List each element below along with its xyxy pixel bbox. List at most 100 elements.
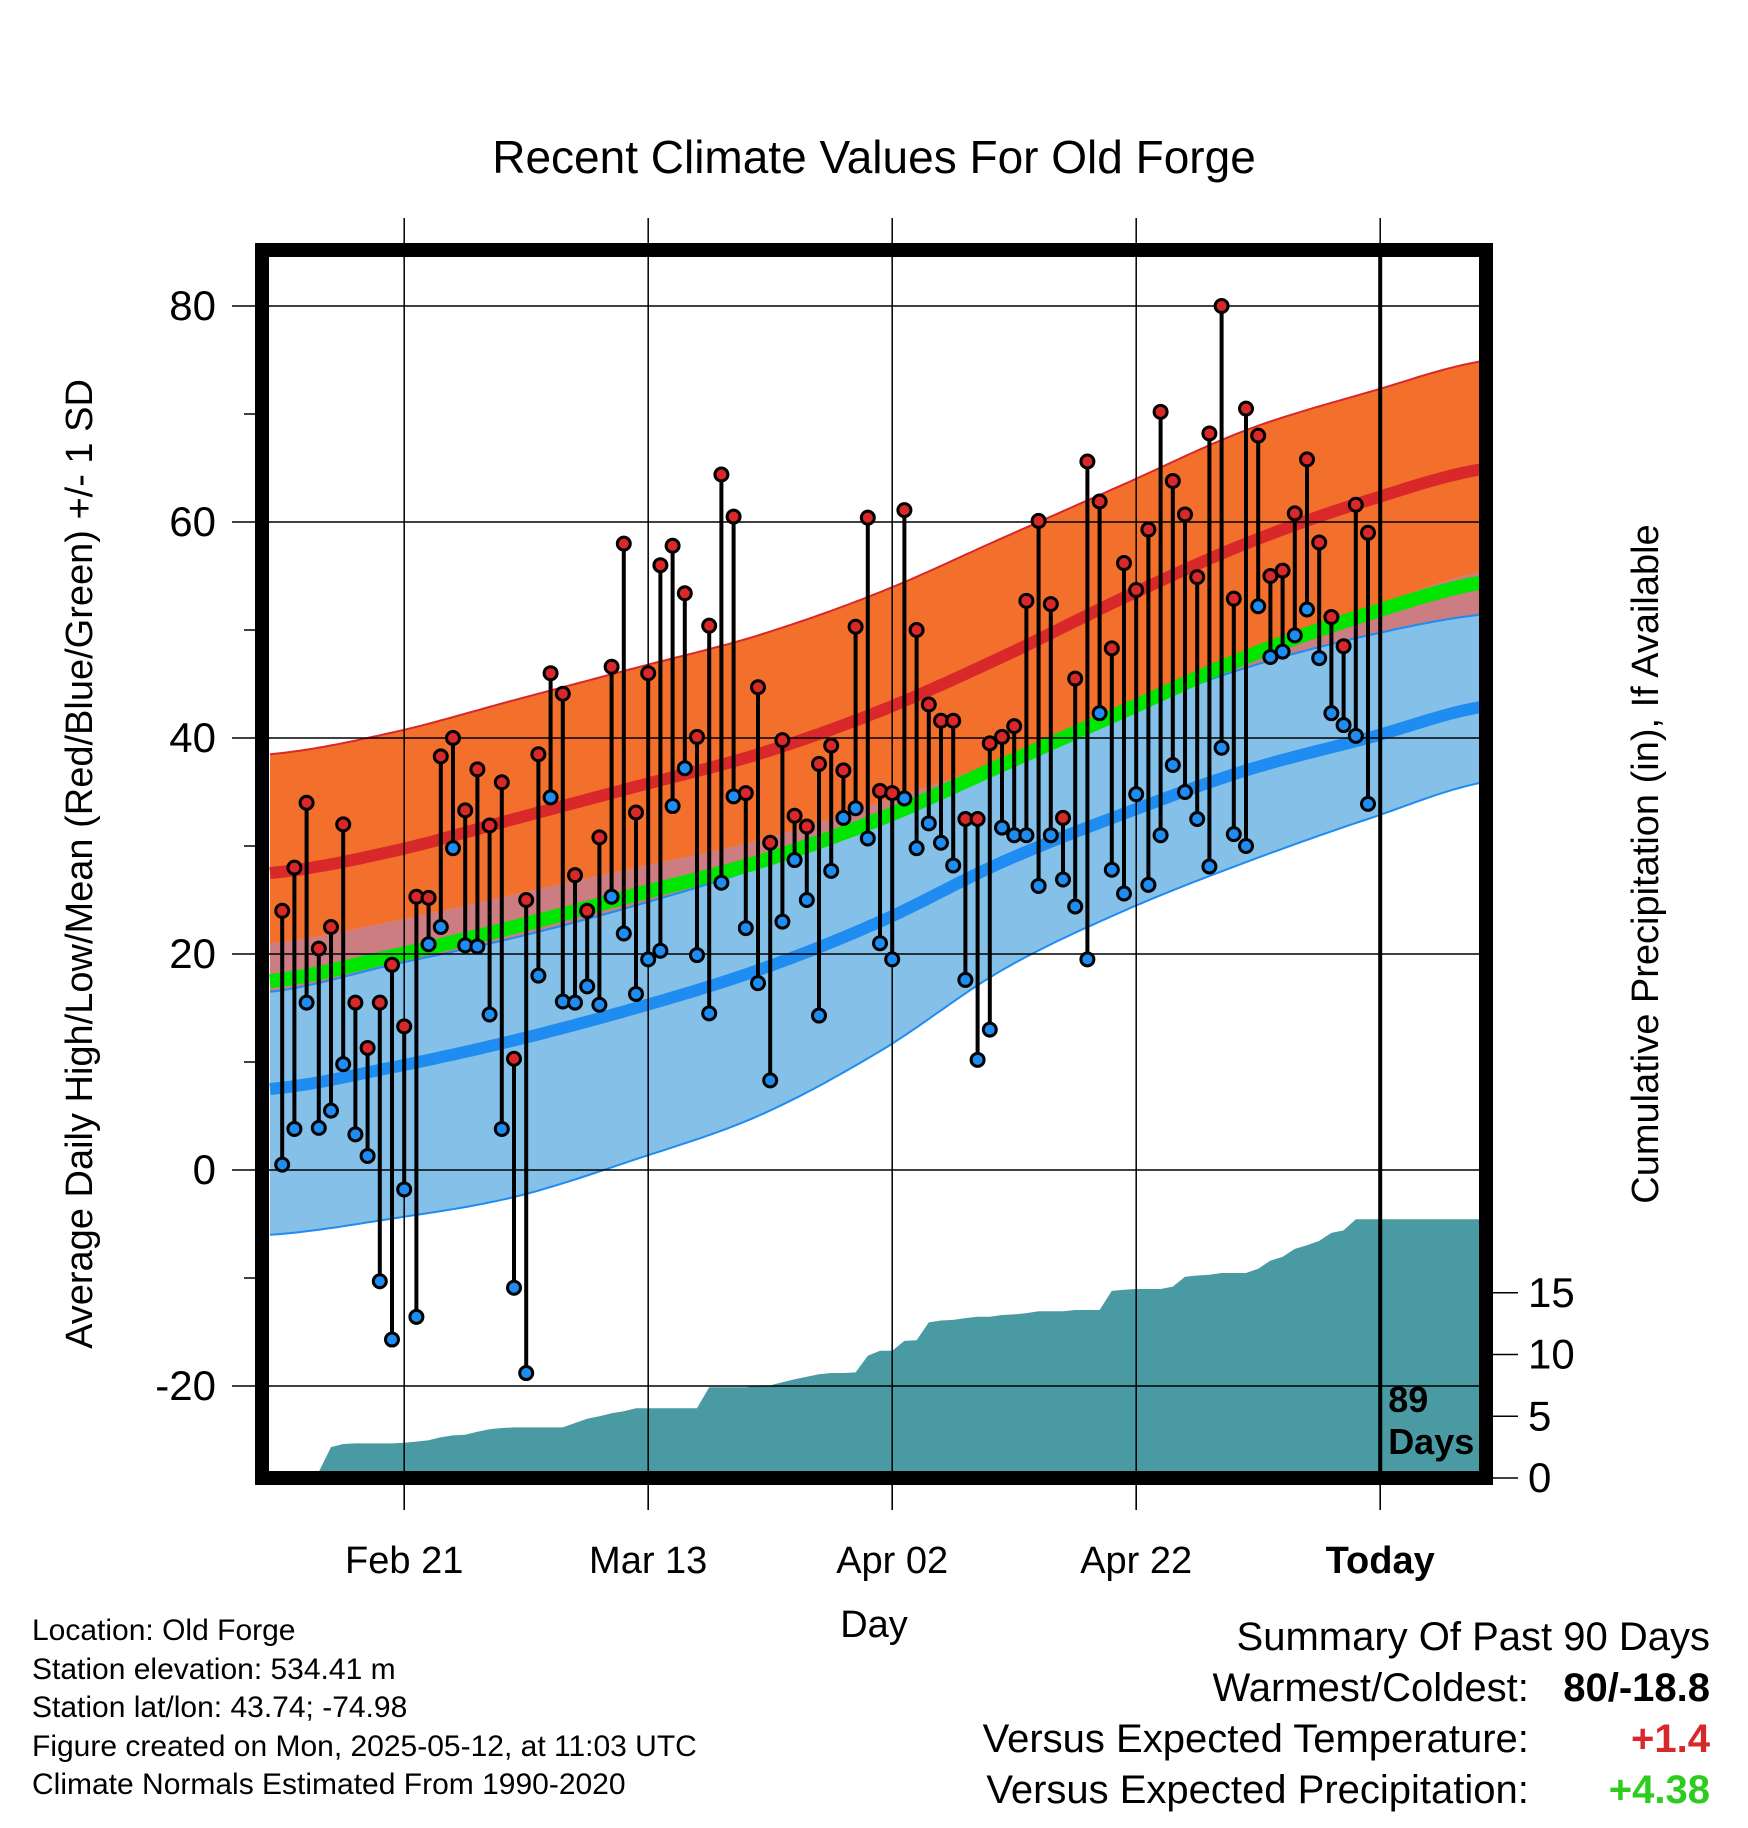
low-marker <box>579 978 596 995</box>
high-marker <box>1152 403 1169 420</box>
low-marker <box>1128 786 1145 803</box>
high-marker <box>274 902 291 919</box>
low-marker <box>359 1147 376 1164</box>
high-marker <box>432 748 449 765</box>
low-marker <box>701 1005 718 1022</box>
high-marker <box>469 761 486 778</box>
high-marker <box>798 818 815 835</box>
low-marker <box>774 913 791 930</box>
elevation-text: Station elevation: 534.41 m <box>32 1652 396 1686</box>
high-marker <box>457 802 474 819</box>
low-marker <box>1140 876 1157 893</box>
high-marker <box>823 737 840 754</box>
low-marker <box>1164 757 1181 773</box>
high-marker <box>762 834 779 851</box>
low-marker <box>286 1120 303 1137</box>
y-tick-label: 20 <box>169 930 216 977</box>
low-marker <box>420 936 437 953</box>
low-marker <box>640 951 657 968</box>
high-marker <box>1091 493 1108 510</box>
low-marker <box>1103 861 1120 878</box>
low-marker <box>347 1126 364 1143</box>
low-marker <box>567 994 583 1011</box>
warm-cold-row: Warmest/Coldest: 80/-18.8 <box>983 1663 1711 1714</box>
high-marker <box>1201 425 1218 442</box>
summary-panel: Summary Of Past 90 Days Warmest/Coldest:… <box>983 1612 1710 1816</box>
high-marker <box>981 735 998 752</box>
y-tick-label: 40 <box>169 714 216 761</box>
x-tick-label: Today <box>1326 1540 1435 1582</box>
high-marker <box>1177 506 1193 523</box>
low-marker <box>750 975 766 992</box>
low-marker <box>335 1056 352 1073</box>
y2-tick-label: 10 <box>1528 1331 1575 1378</box>
y-tick-label: 80 <box>169 282 216 329</box>
low-marker <box>1055 871 1071 888</box>
high-marker <box>371 994 388 1011</box>
high-marker <box>506 1050 522 1067</box>
x-tick-label: Apr 22 <box>1080 1540 1192 1582</box>
low-marker <box>798 892 815 908</box>
precip-area <box>262 1219 1486 1478</box>
plot-frame <box>255 243 1493 1485</box>
y2-tick-label: 0 <box>1528 1454 1551 1501</box>
low-marker <box>1091 705 1108 722</box>
x-tick-label: Mar 13 <box>589 1540 707 1582</box>
low-marker <box>786 852 803 869</box>
low-marker <box>1213 739 1230 756</box>
high-marker <box>1164 472 1181 489</box>
station-info: Location: Old Forge Station elevation: 5… <box>32 1612 697 1805</box>
high-marker <box>1006 718 1023 735</box>
low-marker <box>664 798 681 815</box>
today-days-label: 89 <box>1388 1379 1428 1420</box>
low-marker <box>1018 827 1035 844</box>
high-marker <box>628 804 644 821</box>
chart-title: Recent Climate Values For Old Forge <box>492 131 1256 183</box>
temp-label: Versus Expected Temperature: <box>982 1717 1529 1761</box>
high-marker <box>1116 555 1132 572</box>
low-marker <box>530 967 547 984</box>
low-marker <box>493 1120 510 1137</box>
high-marker <box>1030 512 1047 529</box>
high-marker <box>1274 562 1291 579</box>
y-tick-label: 60 <box>169 498 216 545</box>
low-marker <box>847 800 864 817</box>
low-marker <box>481 1006 498 1023</box>
high-marker <box>530 746 547 763</box>
low-marker <box>896 790 913 807</box>
low-marker <box>1323 705 1340 722</box>
low-marker <box>713 874 730 891</box>
high-marker <box>1238 400 1254 417</box>
low-marker <box>1152 827 1169 844</box>
low-marker <box>1079 951 1096 968</box>
high-marker <box>920 696 937 713</box>
precip-row: Versus Expected Precipitation: +4.38 <box>983 1765 1710 1816</box>
high-marker <box>615 535 632 552</box>
low-marker <box>1225 826 1242 843</box>
high-marker <box>420 889 437 906</box>
high-marker <box>1213 298 1230 314</box>
high-marker <box>1055 809 1071 826</box>
low-marker <box>908 840 925 857</box>
high-marker <box>1299 451 1315 468</box>
low-marker <box>737 920 754 937</box>
high-marker <box>811 755 827 772</box>
high-marker <box>1347 496 1364 513</box>
high-marker <box>384 956 400 973</box>
high-marker <box>1250 427 1267 444</box>
low-marker <box>591 996 608 1013</box>
y2-tick-label: 5 <box>1528 1392 1551 1439</box>
low-marker <box>432 919 449 935</box>
low-marker <box>823 862 840 879</box>
precip-value: +4.38 <box>1608 1768 1710 1812</box>
high-marker <box>701 617 718 634</box>
low-marker <box>994 819 1010 836</box>
high-marker <box>579 902 596 919</box>
high-marker <box>908 622 925 638</box>
y-tick-label: -20 <box>155 1362 216 1409</box>
low-marker <box>689 947 705 964</box>
high-marker <box>1360 524 1376 541</box>
low-marker <box>1299 601 1315 618</box>
low-marker <box>615 925 632 942</box>
